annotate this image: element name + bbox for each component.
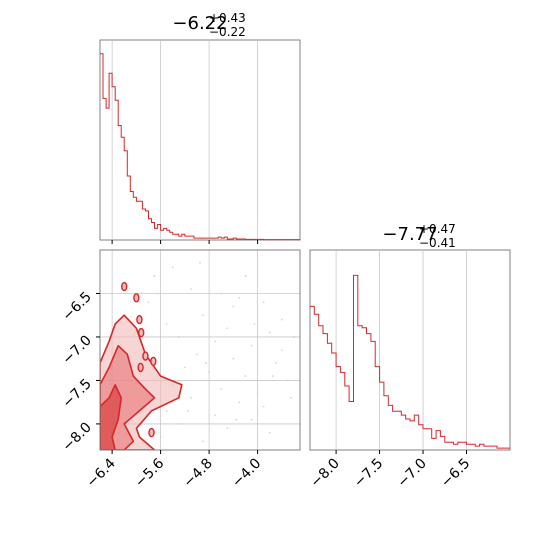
bottom-left-contour-panel: −6.4 −5.6 −4.8 −4.0 −6.5 −7.0 −7.5 −8.0: [59, 249, 301, 491]
scatter-point: [190, 288, 192, 291]
scatter-point: [156, 292, 159, 295]
bottom-right-histogram-step-line: [310, 274, 510, 449]
contour-island: [136, 314, 143, 325]
scatter-point: [205, 362, 207, 364]
scatter-point: [208, 370, 210, 373]
scatter-point: [226, 327, 229, 330]
scatter-point: [244, 375, 247, 377]
scatter-point: [238, 296, 241, 299]
scatter-point: [232, 305, 235, 308]
bottom-right-title-value: −7.77: [382, 224, 437, 245]
bottom-right-title: −7.77: [382, 224, 437, 245]
scatter-point: [250, 344, 253, 347]
scatter-point: [199, 262, 201, 264]
contour-island: [121, 281, 128, 292]
bottom-left-x-tick-label: −5.6: [132, 455, 167, 490]
contour-island: [133, 293, 140, 303]
contour-island: [150, 356, 157, 367]
scatter-point: [286, 379, 289, 382]
scatter-point: [165, 323, 168, 325]
scatter-point: [271, 375, 274, 377]
scatter-point: [268, 331, 271, 334]
scatter-point: [232, 357, 235, 360]
bottom-right-gridlines: [335, 250, 467, 450]
bottom-left-y-ticks: −6.5 −7.0 −7.5 −8.0: [59, 289, 100, 455]
bottom-right-x-tick-label: −7.0: [395, 456, 430, 491]
bottom-left-x-tick-label: −4.0: [229, 456, 264, 491]
top-left-x-ticks: [111, 240, 259, 244]
scatter-point: [177, 336, 180, 338]
scatter-point: [220, 388, 223, 391]
scatter-point: [268, 431, 271, 434]
bottom-left-x-tick-label: −4.8: [181, 456, 216, 491]
bottom-left-y-tick-label: −7.0: [59, 332, 94, 367]
scatter-point: [196, 353, 198, 356]
scatter-point: [202, 440, 204, 443]
scatter-point: [256, 392, 259, 395]
scatter-point: [202, 314, 204, 317]
scatter-point: [244, 275, 247, 277]
scatter-point: [214, 414, 217, 417]
top-left-histogram-panel: −6.22 +0.43 −0.22: [99, 11, 301, 244]
scatter-point: [235, 418, 238, 421]
top-left-title-lower: −0.22: [209, 25, 246, 39]
top-left-title-value: −6.22: [172, 13, 227, 34]
scatter-point: [220, 292, 223, 295]
bottom-right-axes-frame: [309, 249, 511, 451]
scatter-point: [253, 323, 256, 325]
scatter-point: [153, 275, 156, 277]
bottom-right-x-tick-label: −6.5: [438, 456, 473, 491]
bottom-left-contour-islands: [121, 281, 157, 438]
bottom-right-x-ticks: −8.0 −7.5 −7.0 −6.5: [308, 450, 473, 491]
bottom-left-y-tick-label: −7.5: [59, 376, 94, 411]
bottom-right-histogram-panel: −8.0 −7.5 −7.0 −6.5 −7.77 +0.47 −0.41: [308, 222, 511, 491]
contour-island: [142, 351, 149, 361]
scatter-point: [250, 418, 253, 421]
contour-island: [138, 327, 145, 338]
scatter-point: [290, 396, 292, 399]
top-left-histogram-step-line: [100, 53, 300, 241]
bottom-left-x-ticks: −6.4 −5.6 −4.8 −4.0: [84, 450, 264, 491]
scatter-point: [280, 349, 283, 351]
bottom-left-scatter-points: [147, 262, 295, 443]
bottom-right-x-tick-label: −8.0: [308, 456, 343, 491]
scatter-point: [214, 340, 217, 343]
bottom-left-plot-body: [100, 262, 295, 450]
scatter-point: [262, 405, 265, 408]
bottom-left-y-tick-label: −8.0: [59, 419, 94, 454]
scatter-point: [177, 423, 180, 425]
top-left-title: −6.22: [172, 13, 227, 34]
scatter-point: [165, 409, 168, 412]
scatter-point: [147, 301, 150, 304]
scatter-point: [226, 427, 229, 430]
contour-inner: [100, 383, 122, 450]
bottom-left-gridlines: [100, 250, 300, 450]
bottom-left-contours: [100, 314, 183, 450]
scatter-point: [190, 396, 192, 399]
scatter-point: [238, 401, 241, 404]
scatter-point: [280, 318, 283, 321]
top-left-title-upper: +0.43: [209, 11, 246, 25]
scatter-point: [186, 409, 189, 412]
bottom-left-x-tick-label: −6.4: [84, 455, 119, 490]
scatter-point: [171, 266, 174, 269]
scatter-point: [293, 336, 295, 338]
top-left-gridlines: [111, 40, 258, 240]
scatter-point: [183, 366, 186, 369]
contour-island: [137, 362, 144, 373]
bottom-right-title-upper: +0.47: [419, 222, 456, 236]
scatter-point: [262, 301, 265, 304]
scatter-point: [159, 436, 162, 438]
bottom-right-x-tick-label: −7.5: [351, 456, 386, 491]
top-left-axes-frame: [99, 39, 301, 241]
scatter-point: [274, 362, 277, 364]
bottom-right-title-lower: −0.41: [419, 236, 456, 250]
bottom-left-axes-frame: [99, 249, 301, 451]
contour-island: [148, 427, 155, 438]
bottom-left-y-tick-label: −6.5: [59, 289, 94, 324]
